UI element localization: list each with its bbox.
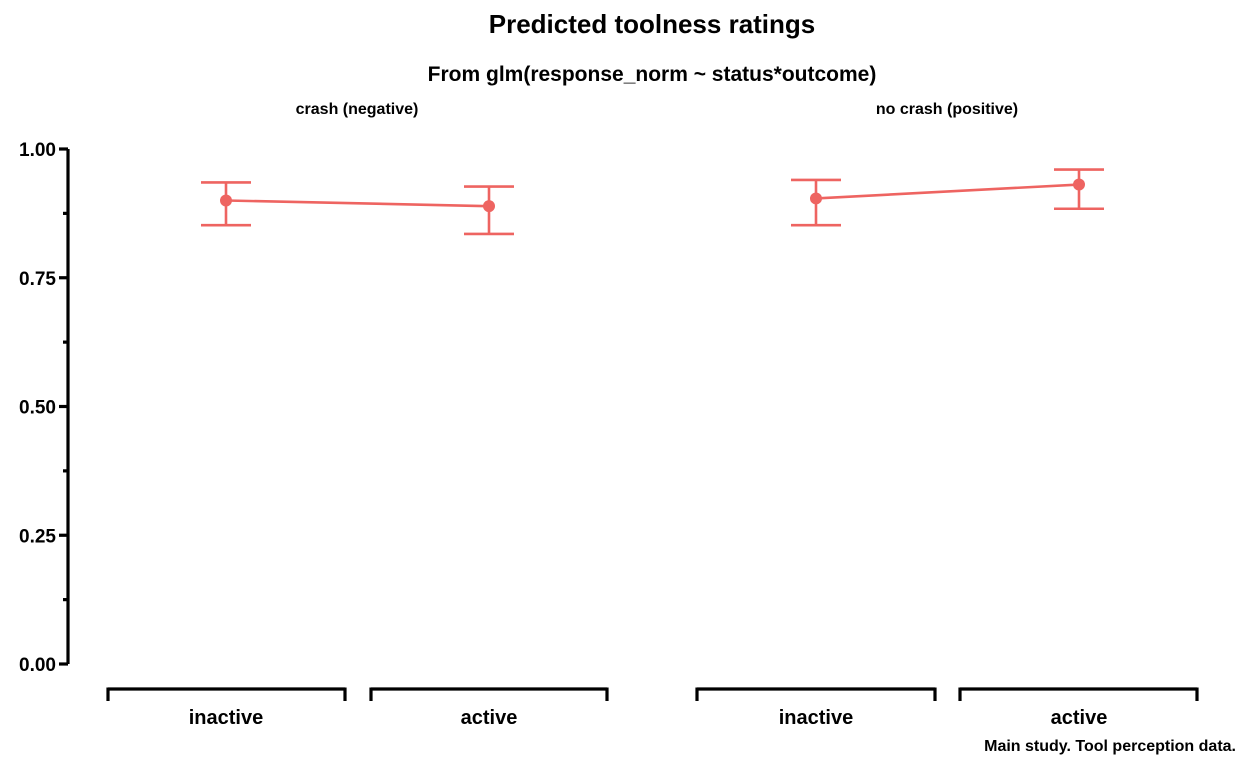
- series-line: [815, 183, 1080, 200]
- y-tick-label: 1.00: [19, 140, 56, 161]
- chart-caption: Main study. Tool perception data.: [984, 738, 1236, 755]
- data-point: [810, 192, 822, 205]
- x-axis-bracket: [369, 687, 609, 701]
- facet-strip-label: no crash (positive): [876, 101, 1018, 118]
- x-axis-bracket: [695, 687, 937, 701]
- y-tick-label: 0.50: [19, 398, 56, 419]
- x-axis-bracket: [958, 687, 1199, 701]
- x-tick-label: inactive: [779, 707, 853, 729]
- data-point: [1073, 178, 1085, 191]
- data-point: [220, 194, 232, 207]
- x-tick-label: active: [1051, 707, 1108, 729]
- facet-panel: no crash (positive) inactive active: [695, 101, 1199, 729]
- facet-strip-label: crash (negative): [296, 101, 419, 118]
- chart-title: Predicted toolness ratings: [489, 9, 816, 39]
- y-tick-label: 0.25: [19, 526, 56, 547]
- data-point: [483, 200, 495, 213]
- y-axis: 0.00 0.25 0.50 0.75 1.00: [19, 140, 70, 676]
- chart-subtitle: From glm(response_norm ~ status*outcome): [428, 63, 877, 86]
- x-axis-bracket: [106, 687, 347, 701]
- x-tick-label: active: [461, 707, 518, 729]
- x-tick-label: inactive: [189, 707, 263, 729]
- y-tick-label: 0.75: [19, 269, 56, 290]
- y-tick-label: 0.00: [19, 655, 56, 676]
- series-line: [225, 199, 490, 208]
- facet-panel: crash (negative) inactive active: [106, 101, 609, 729]
